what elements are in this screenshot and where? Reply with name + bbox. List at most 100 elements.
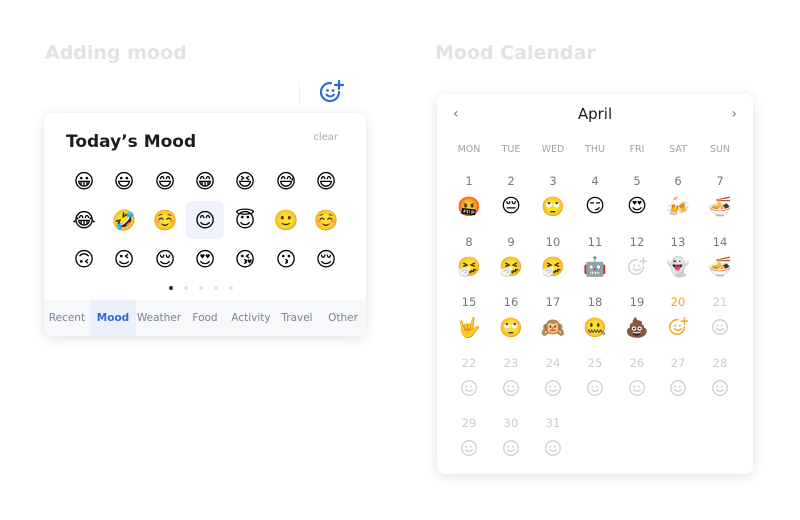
day-mood-emoji[interactable]: 😏 [585,195,605,217]
day-number: 25 [587,355,603,370]
month-title: April [577,105,613,123]
weekday-label: SUN [709,144,731,155]
tab-mood[interactable]: Mood [90,300,136,336]
day-mood-emoji[interactable]: 🤐 [583,316,607,339]
emoji-option[interactable]: 😇 [234,208,256,232]
add-mood-smiley-plus-icon[interactable] [622,254,652,280]
day-number: 9 [507,234,515,249]
next-month-chevron-right-icon[interactable]: › [731,106,737,122]
emoji-option[interactable]: 😄 [315,169,337,193]
day-number: 17 [545,295,561,309]
tab-recent[interactable]: Recent [48,312,86,324]
emoji-option[interactable]: 😍 [194,247,216,271]
day-number: 6 [674,174,682,188]
emoji-option[interactable]: 🙃 [73,247,95,271]
day-mood-emoji[interactable]: 🤧 [541,256,565,278]
day-number: 26 [629,355,645,370]
smiley-plus-icon[interactable] [319,80,345,106]
tab-weather[interactable]: Weather [136,312,182,324]
page-dot[interactable] [229,286,233,290]
day-mood-emoji[interactable]: 🤧 [499,256,523,278]
weekday-label: THU [585,144,605,155]
day-number: 10 [545,234,561,249]
page-dot[interactable] [169,286,173,290]
emoji-option[interactable]: 🤣 [111,208,137,232]
tab-other[interactable]: Other [328,312,358,324]
day-mood-emoji[interactable]: 🤧 [457,256,481,278]
day-number: 2 [507,174,515,188]
day-number: 8 [465,234,473,249]
emoji-option[interactable]: 😆 [234,169,256,193]
empty-smiley-icon [496,435,526,461]
day-mood-emoji[interactable]: 🍻 [666,195,690,218]
emoji-option[interactable]: 😉 [113,247,135,271]
tab-activity[interactable]: Activity [231,312,271,324]
empty-smiley-icon [705,314,735,340]
emoji-option[interactable]: 😄 [154,169,176,193]
day-mood-emoji[interactable]: 👻 [666,256,690,278]
mood-calendar: ‹ April › MON TUE WED THU FRI SAT SUN 1 🤬 2 😔 3 🙄 4 😏 5… [437,94,753,474]
add-mood-today-smiley-plus-icon[interactable] [663,314,693,340]
day-number: 16 [503,295,519,309]
empty-smiley-icon [663,375,693,401]
day-number: 3 [549,174,557,188]
day-number: 20 [670,295,686,309]
day-mood-emoji[interactable]: 😔 [501,195,521,217]
tab-travel[interactable]: Travel [281,312,313,324]
day-number: 5 [633,174,641,188]
emoji-option[interactable]: 😊 [186,201,224,239]
day-number: 15 [461,295,477,309]
day-mood-emoji[interactable]: 🙉 [541,316,565,339]
prev-month-chevron-left-icon[interactable]: ‹ [453,106,459,122]
day-mood-emoji[interactable]: 🍜 [708,195,732,218]
emoji-option[interactable]: 😌 [315,247,337,271]
emoji-option[interactable]: 😌 [154,247,176,271]
category-tabs: Recent Mood Weather Food Activity Travel Other [44,300,366,336]
day-mood-emoji[interactable]: 🤬 [457,195,481,218]
emoji-option[interactable]: ☺️ [152,208,178,232]
day-number: 27 [670,355,686,370]
day-number: 21 [712,295,728,309]
empty-smiley-icon [622,375,652,401]
tab-food[interactable]: Food [192,312,218,324]
emoji-option[interactable]: 😃 [113,169,135,193]
emoji-option[interactable]: ☺️ [313,208,339,232]
empty-smiley-icon [454,435,484,461]
day-number: 19 [629,295,645,309]
emoji-option[interactable]: 😂 [72,208,96,232]
emoji-option[interactable]: 😁 [194,169,216,193]
day-number: 24 [545,355,561,370]
emoji-option[interactable]: 😘 [234,247,256,271]
day-mood-emoji[interactable]: 🤟 [457,316,481,339]
page-dot[interactable] [199,286,203,290]
day-number: 12 [629,234,645,249]
day-number: 11 [587,234,603,249]
emoji-option[interactable]: 😅 [275,169,297,193]
empty-smiley-icon [496,375,526,401]
day-mood-emoji[interactable]: 🤖 [583,256,607,278]
day-number: 30 [503,416,519,430]
day-mood-emoji[interactable]: 😍 [627,195,647,217]
day-number: 29 [461,416,477,430]
day-number: 22 [461,355,477,370]
picker-title: Today’s Mood [66,132,197,152]
empty-smiley-icon [580,375,610,401]
adding-mood-heading: Adding mood [45,42,187,64]
day-number: 1 [465,174,473,188]
clear-button[interactable]: clear [313,132,338,143]
emoji-option[interactable]: 🙂 [273,208,299,232]
empty-smiley-icon [538,375,568,401]
day-mood-emoji[interactable]: 🙄 [541,195,565,218]
day-mood-emoji[interactable]: 💩 [625,316,649,339]
page-dot[interactable] [184,286,188,290]
emoji-option[interactable]: 😗 [275,247,297,271]
page-dot[interactable] [214,286,218,290]
day-number: 18 [587,295,603,309]
day-number: 28 [712,355,728,370]
emoji-option[interactable]: 😀 [73,169,95,193]
day-mood-emoji[interactable]: 🙄 [499,316,523,339]
mood-calendar-heading: Mood Calendar [435,42,596,64]
day-mood-emoji[interactable]: 🍜 [708,256,732,278]
weekday-label: MON [457,144,481,155]
weekday-label: WED [541,144,565,155]
